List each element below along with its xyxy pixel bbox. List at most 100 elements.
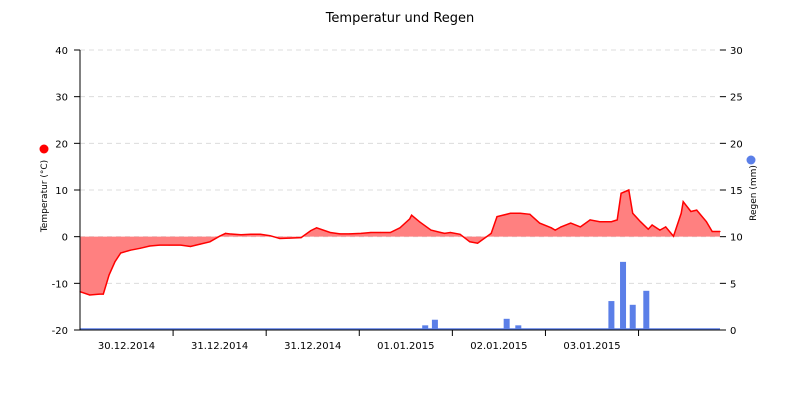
y-right-axis-title: Regen (mm): [749, 165, 759, 221]
temperature-point: [300, 237, 302, 239]
temperature-point: [370, 231, 372, 234]
y-right-tick-label: 15: [730, 186, 743, 197]
temperature-point: [279, 237, 281, 240]
temperature-point: [224, 232, 227, 234]
temperature-point: [509, 212, 512, 214]
temperature-point: [219, 235, 221, 237]
temperature-point: [108, 274, 110, 276]
temperature-point: [696, 209, 698, 211]
temperature-point: [651, 224, 653, 226]
temperature-point: [711, 230, 713, 233]
temperature-point: [616, 219, 618, 221]
temperature-point: [665, 226, 667, 228]
temperature-point: [399, 227, 401, 229]
temperature-point: [659, 229, 661, 231]
temperature-point: [554, 229, 556, 231]
temperature-point: [560, 226, 562, 228]
temperature-point: [672, 235, 675, 237]
temperature-point: [620, 192, 622, 194]
temperature-point: [189, 245, 192, 248]
temperature-point: [647, 228, 649, 230]
temperature-point: [339, 233, 341, 235]
y-right-tick-label: 30: [730, 46, 743, 57]
temperature-point: [599, 221, 601, 223]
temperature-point: [288, 237, 291, 239]
temperature-point: [158, 244, 161, 246]
temperature-point: [316, 227, 318, 229]
temperature-point: [628, 189, 630, 191]
rain-bar: [503, 318, 510, 330]
chart-title: Temperatur und Regen: [325, 11, 475, 26]
temperature-point: [444, 232, 446, 234]
temperature-point: [269, 235, 271, 237]
x-tick-label: 01.01.2015: [377, 341, 434, 352]
y-left-tick-label: 30: [55, 93, 68, 104]
temperature-point: [310, 230, 312, 232]
temperature-point: [199, 243, 201, 245]
temperature-point: [411, 214, 413, 216]
x-tick-label: 02.01.2015: [470, 341, 527, 352]
y-right-tick-label: 0: [730, 326, 736, 337]
rain-bar: [422, 325, 429, 330]
rain-bar: [629, 304, 636, 330]
x-tick-label: 03.01.2015: [563, 341, 620, 352]
x-tick-label: 30.12.2014: [98, 341, 155, 352]
temperature-point: [168, 244, 170, 246]
temperature-point: [149, 245, 151, 247]
temperature-point: [719, 230, 721, 233]
temperature-point: [449, 231, 452, 234]
temperature-point: [129, 249, 132, 251]
temperature-point: [228, 233, 230, 235]
temperature-point: [102, 293, 104, 295]
temperature-point: [348, 233, 351, 235]
temperature-point: [589, 219, 591, 221]
temperature-point: [539, 222, 541, 224]
gridlines: [80, 49, 720, 284]
temperature-point: [409, 218, 411, 220]
rain-bar: [515, 325, 522, 330]
temperature-point: [440, 231, 442, 234]
temperature-point: [529, 213, 531, 215]
y-left-tick-label: -10: [52, 279, 68, 290]
temperature-point: [209, 241, 211, 243]
temperature-point: [418, 221, 420, 223]
y-left-axis-title: Temperatur (°C): [40, 160, 50, 233]
temperature-point: [360, 232, 362, 234]
y-left-tick-label: 40: [55, 46, 68, 57]
temperature-point: [705, 221, 708, 223]
temperature-point: [469, 241, 471, 243]
temperature-point: [682, 201, 684, 203]
temperature-legend-dot: [39, 144, 49, 154]
y-right-tick-label: 10: [730, 233, 743, 244]
temperature-point: [680, 212, 682, 214]
temperature-point: [250, 233, 252, 235]
series-layer: [79, 188, 721, 330]
y-right-tick-label: 25: [730, 93, 743, 104]
temperature-point: [430, 229, 432, 231]
rain-bar: [620, 261, 627, 330]
temperature-point: [114, 261, 116, 263]
temperature-point: [240, 234, 242, 236]
x-tick-label: 31.12.2014: [191, 341, 248, 352]
rain-bar: [431, 319, 438, 330]
rain-bar: [643, 290, 650, 330]
rain-bar: [608, 301, 615, 330]
temperature-point: [459, 233, 461, 235]
temperature-point: [380, 231, 382, 234]
y-right-tick-label: 5: [730, 279, 736, 290]
y-left-tick-label: -20: [52, 326, 68, 337]
temperature-point: [690, 210, 692, 213]
temperature-point: [259, 233, 261, 235]
temperature-point: [180, 244, 182, 246]
y-left-tick-label: 0: [62, 233, 68, 244]
temperature-point: [632, 212, 634, 214]
temperature-point: [519, 212, 521, 214]
y-left-tick-label: 20: [55, 139, 68, 150]
temperature-point: [570, 222, 572, 224]
y-left-tick-label: 10: [55, 186, 68, 197]
y-right-tick-label: 20: [730, 139, 743, 150]
temperature-point: [329, 231, 331, 234]
temperature-point: [639, 221, 642, 223]
temperature-point: [550, 227, 552, 229]
